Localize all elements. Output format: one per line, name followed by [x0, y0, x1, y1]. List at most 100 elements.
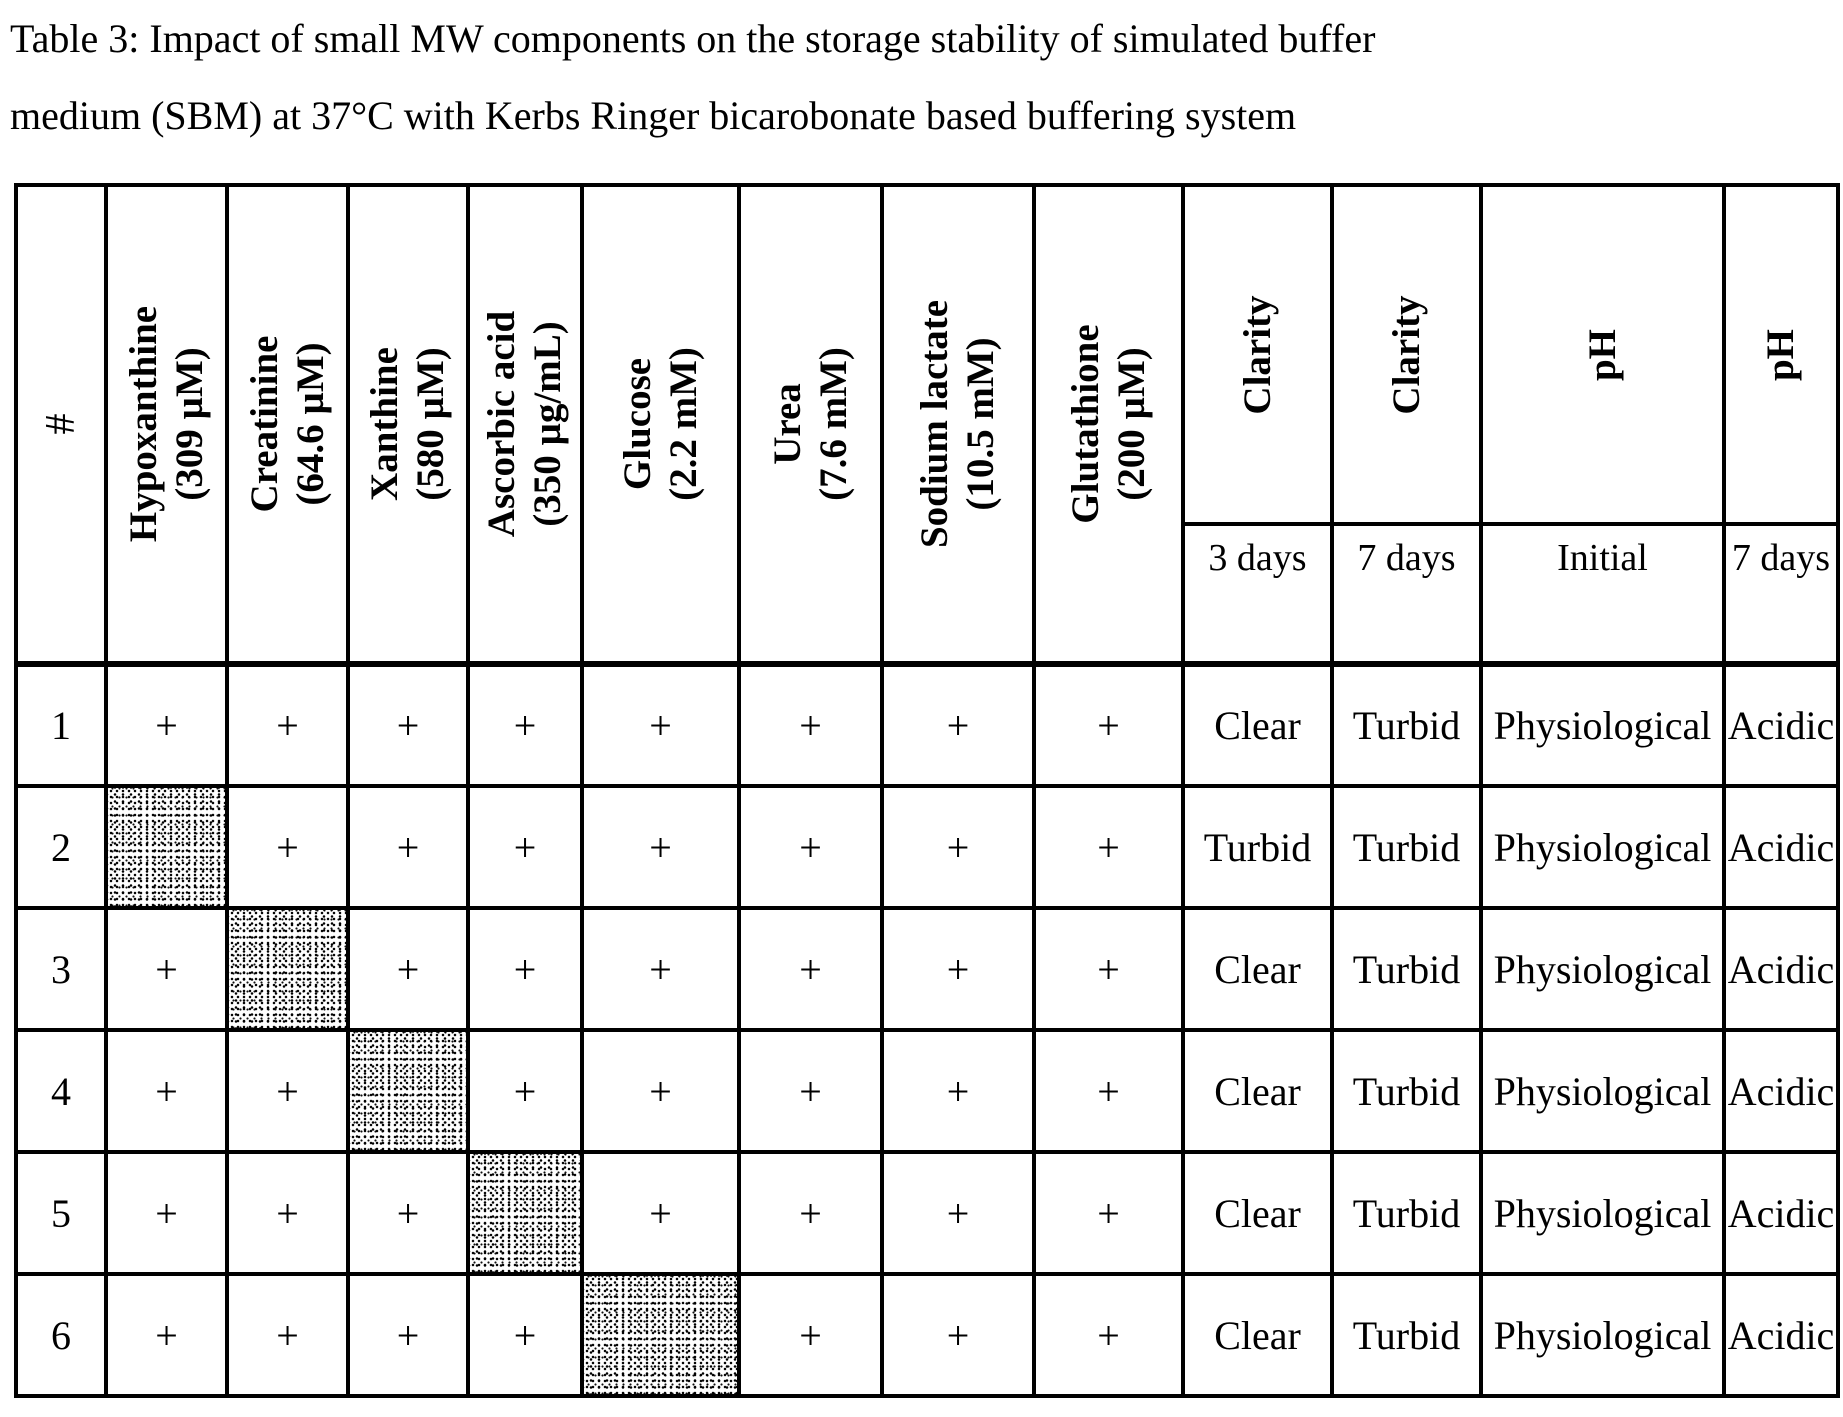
component-present-cell: +	[225, 1272, 350, 1398]
result-cell: Acidic	[1722, 661, 1840, 788]
result-cell: Physiological	[1479, 1150, 1726, 1276]
component-present-cell: +	[580, 1028, 741, 1154]
result-cell: Acidic	[1722, 1272, 1840, 1398]
component-concentration: (200 µM)	[1109, 347, 1153, 501]
result-cell: Turbid	[1330, 1150, 1483, 1276]
component-present-cell: +	[580, 1150, 741, 1276]
subheader-clarity-3-days: 3 days	[1181, 522, 1334, 666]
col-header-ph-7-days: pH	[1722, 183, 1840, 526]
component-name: Urea	[765, 383, 809, 465]
component-present-cell: +	[466, 1272, 584, 1398]
component-present-cell: +	[225, 1150, 350, 1276]
row-number-header-label: #	[38, 413, 84, 435]
component-name: Xanthine	[363, 347, 406, 501]
component-present-cell: +	[104, 1150, 229, 1276]
component-present-cell: +	[1032, 661, 1185, 788]
component-concentration: (580 µM)	[409, 347, 452, 501]
component-present-cell: +	[737, 784, 884, 910]
component-present-cell: +	[346, 1150, 470, 1276]
component-present-cell: +	[880, 1028, 1036, 1154]
component-name: Glucose	[615, 357, 659, 491]
table-row: 3 + + + + + + + Clear Turbid Physiological Acidic	[14, 906, 1840, 1032]
component-present-cell: +	[466, 784, 584, 910]
row-number-cell: 5	[14, 1150, 108, 1276]
result-cell: Clear	[1181, 661, 1334, 788]
component-name: Sodium lactate	[913, 299, 956, 549]
component-present-cell: +	[104, 661, 229, 788]
result-cell: Turbid	[1181, 784, 1334, 910]
component-present-cell: +	[1032, 784, 1185, 910]
result-cell: Clear	[1181, 1150, 1334, 1276]
component-present-cell: +	[880, 784, 1036, 910]
col-header-glutathione: Glutathione (200 µM)	[1032, 183, 1185, 666]
subheader-ph-7-days: 7 days	[1722, 522, 1840, 666]
result-cell: Turbid	[1330, 906, 1483, 1032]
col-header-clarity-7-days: Clarity	[1330, 183, 1483, 526]
component-present-cell: +	[580, 906, 741, 1032]
component-present-cell: +	[346, 784, 470, 910]
component-concentration: (64.6 µM)	[288, 342, 332, 506]
component-present-cell: +	[880, 906, 1036, 1032]
component-present-cell: +	[225, 784, 350, 910]
component-present-cell: +	[1032, 1150, 1185, 1276]
table-row: 1 + + + + + + + + Clear Turbid Physiological Acidic	[14, 661, 1840, 788]
component-present-cell: +	[580, 661, 741, 788]
result-cell: Acidic	[1722, 1150, 1840, 1276]
result-cell: Clear	[1181, 1272, 1334, 1398]
result-cell: Clear	[1181, 906, 1334, 1032]
component-concentration: (350 µg/mL)	[526, 321, 569, 527]
component-concentration: (10.5 mM)	[959, 337, 1002, 511]
result-cell: Acidic	[1722, 784, 1840, 910]
result-cell: Physiological	[1479, 1272, 1726, 1398]
row-number-cell: 2	[14, 784, 108, 910]
result-cell: Clear	[1181, 1028, 1334, 1154]
component-present-cell: +	[737, 661, 884, 788]
component-present-cell: +	[880, 661, 1036, 788]
component-present-cell: +	[346, 661, 470, 788]
row-number-cell: 1	[14, 661, 108, 788]
result-cell: Turbid	[1330, 1272, 1483, 1398]
component-present-cell: +	[737, 906, 884, 1032]
component-present-cell: +	[466, 1028, 584, 1154]
result-cell: Turbid	[1330, 1028, 1483, 1154]
component-present-cell: +	[346, 1272, 470, 1398]
component-present-cell: +	[466, 906, 584, 1032]
component-present-cell: +	[880, 1272, 1036, 1398]
component-name: Ascorbic acid	[480, 310, 523, 538]
col-header-ascorbic-acid: Ascorbic acid (350 µg/mL)	[466, 183, 584, 666]
row-number-cell: 6	[14, 1272, 108, 1398]
component-present-cell: +	[1032, 906, 1185, 1032]
result-cell: Physiological	[1479, 784, 1726, 910]
component-omitted-cell	[104, 784, 229, 910]
col-header-ph-initial: pH	[1479, 183, 1726, 526]
col-header-row-number: #	[14, 183, 108, 666]
component-present-cell: +	[1032, 1028, 1185, 1154]
result-cell: Turbid	[1330, 661, 1483, 788]
result-cell: Physiological	[1479, 1028, 1726, 1154]
col-header-creatinine: Creatinine (64.6 µM)	[225, 183, 350, 666]
clarity-group-label: Clarity	[1384, 294, 1428, 415]
caption-line-1: Table 3: Impact of small MW components o…	[10, 16, 1376, 61]
result-cell: Turbid	[1330, 784, 1483, 910]
table-row: 4 + + + + + + + Clear Turbid Physiological Acidic	[14, 1028, 1840, 1154]
component-name: Glutathione	[1063, 324, 1107, 524]
component-present-cell: +	[104, 1028, 229, 1154]
component-present-cell: +	[880, 1150, 1036, 1276]
component-present-cell: +	[225, 1028, 350, 1154]
table-body: 1 + + + + + + + + Clear Turbid Physiological Acidic 2…	[14, 661, 1840, 1398]
result-cell: Acidic	[1722, 906, 1840, 1032]
component-present-cell: +	[737, 1028, 884, 1154]
component-omitted-cell	[466, 1150, 584, 1276]
table-row: 5 + + + + + + + Clear Turbid Physiological Acidic	[14, 1150, 1840, 1276]
subheader-ph-initial: Initial	[1479, 522, 1726, 666]
component-present-cell: +	[737, 1272, 884, 1398]
component-name: Creatinine	[242, 335, 286, 513]
ph-group-label: pH	[1580, 328, 1624, 381]
table-caption: Table 3: Impact of small MW components o…	[10, 0, 1810, 154]
result-cell: Acidic	[1722, 1028, 1840, 1154]
result-cell: Physiological	[1479, 906, 1726, 1032]
component-name: Hypoxanthine	[121, 305, 165, 543]
component-omitted-cell	[580, 1272, 741, 1398]
row-number-cell: 3	[14, 906, 108, 1032]
